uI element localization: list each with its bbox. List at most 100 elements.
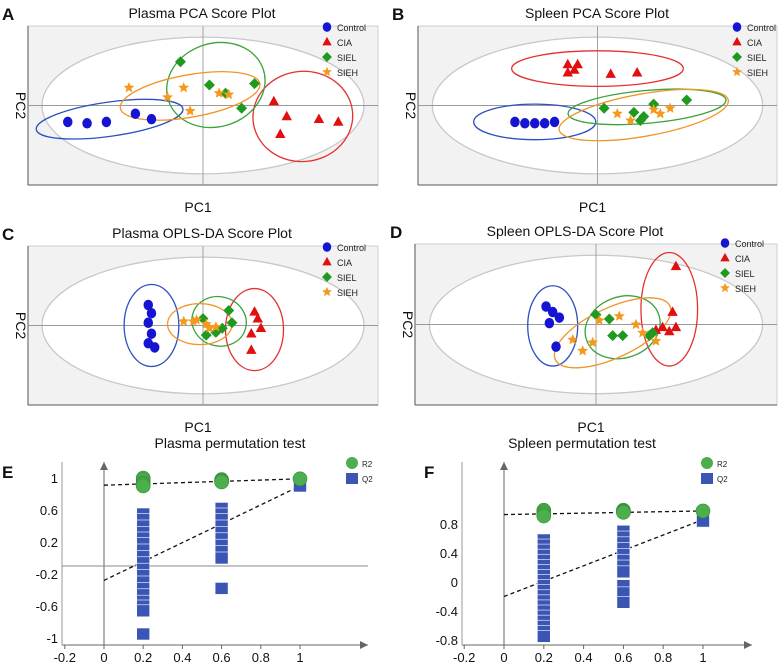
pE-xtick-label: 0.6 bbox=[213, 650, 231, 665]
pB-point-cia bbox=[605, 68, 616, 78]
pB-legend-marker-siel bbox=[732, 52, 742, 62]
pC-point-control bbox=[149, 342, 160, 353]
pA-point-cia bbox=[333, 116, 344, 126]
pE-legend-label-q2: Q2 bbox=[362, 475, 373, 484]
pE-title: Plasma permutation test bbox=[155, 435, 306, 451]
pC-ylabel: PC2 bbox=[13, 312, 29, 339]
pC-point-control bbox=[146, 307, 157, 319]
pF-ytick-label: 0 bbox=[451, 575, 458, 590]
pC-legend-marker-sieh bbox=[322, 286, 332, 297]
pD-xlabel: PC1 bbox=[577, 419, 604, 435]
pC-point-sieh bbox=[187, 315, 199, 326]
pC-panel-letter: C bbox=[2, 225, 14, 244]
pA-point-siel bbox=[174, 56, 186, 68]
pA-point-siel bbox=[203, 79, 215, 91]
pF-y-axis-arrow bbox=[500, 462, 508, 470]
pB-point-cia bbox=[562, 66, 573, 77]
pC-xlabel: PC1 bbox=[184, 419, 211, 435]
pE-xtick-label: 1 bbox=[296, 650, 303, 665]
pF-xtick-label: 0.4 bbox=[575, 650, 593, 665]
pB-legend-marker-cia bbox=[732, 36, 742, 46]
pB-cluster-ellipse-control bbox=[472, 103, 597, 141]
pC-cluster-ellipse-control bbox=[123, 283, 180, 368]
pF-legend-label-r2: R2 bbox=[717, 460, 728, 469]
pB-xlabel: PC1 bbox=[579, 199, 606, 215]
pA-point-siel bbox=[249, 78, 261, 90]
pD-point-cia bbox=[667, 306, 678, 316]
pC-cluster-ellipse-siel bbox=[191, 295, 247, 347]
pD-cluster-ellipse-cia bbox=[640, 251, 699, 367]
pE-q2-point bbox=[214, 551, 229, 565]
pA-legend-label-cia: CIA bbox=[337, 38, 352, 48]
pC-point-sieh bbox=[178, 315, 190, 326]
pD-point-sieh bbox=[613, 310, 625, 321]
pE-r2-point bbox=[135, 478, 151, 494]
pD-point-sieh bbox=[577, 345, 589, 356]
pD-point-cia bbox=[670, 321, 682, 332]
pE-xtick-label: 0.4 bbox=[173, 650, 191, 665]
pD-point-control bbox=[541, 301, 551, 312]
pC-legend-label-siel: SIEL bbox=[337, 273, 357, 283]
pA-cluster-ellipse-cia bbox=[252, 70, 354, 163]
pF-xtick-label: 0.2 bbox=[535, 650, 553, 665]
pE-ytick-label: -0.2 bbox=[36, 567, 58, 582]
pA-legend-marker-control bbox=[322, 22, 332, 32]
pD-ylabel: PC2 bbox=[400, 311, 416, 338]
pC-legend-marker-siel bbox=[322, 272, 332, 282]
pF-r2-point bbox=[536, 508, 552, 524]
pB-title: Spleen PCA Score Plot bbox=[525, 5, 669, 21]
pC-point-cia bbox=[255, 322, 267, 333]
pE-q2-point bbox=[214, 582, 229, 595]
pD-point-sieh bbox=[593, 314, 605, 325]
pD-legend-label-siel: SIEL bbox=[735, 269, 755, 279]
pD-point-cia bbox=[657, 321, 668, 332]
pD-point-siel bbox=[617, 330, 629, 342]
pB-point-sieh bbox=[611, 108, 623, 119]
pA-point-control bbox=[130, 108, 141, 119]
pE-xtick-label: 0 bbox=[100, 650, 107, 665]
pA-point-control bbox=[146, 113, 157, 125]
pD-point-sieh bbox=[650, 335, 662, 346]
pA-ylabel: PC2 bbox=[13, 92, 29, 119]
pF-xtick-label: -0.2 bbox=[453, 650, 475, 665]
pB-cluster-ellipse-sieh bbox=[558, 88, 730, 142]
pF-q2-point bbox=[536, 630, 551, 643]
pA-point-sieh bbox=[178, 82, 190, 93]
pA-point-control bbox=[82, 118, 92, 129]
pE-ytick-label: -0.6 bbox=[36, 599, 58, 614]
pD-cluster-ellipse-sieh bbox=[553, 297, 672, 369]
pA-point-cia bbox=[268, 95, 280, 106]
pB-panel-letter: B bbox=[392, 5, 404, 24]
pB-point-sieh bbox=[648, 103, 660, 115]
pE-ytick-label: 0.6 bbox=[40, 503, 58, 518]
pB-legend-label-control: Control bbox=[747, 23, 776, 33]
pB-point-siel bbox=[628, 106, 640, 118]
pB-cluster-ellipse-cia bbox=[510, 50, 685, 88]
pD-point-sieh bbox=[637, 327, 649, 338]
pA-point-sieh bbox=[213, 87, 225, 98]
pD-point-siel bbox=[643, 330, 655, 342]
pB-legend-label-siel: SIEL bbox=[747, 53, 767, 63]
pF-legend-marker-q2 bbox=[701, 473, 713, 484]
pB-point-siel bbox=[634, 115, 646, 127]
pB-legend-marker-control bbox=[732, 22, 742, 32]
pC-legend-label-cia: CIA bbox=[337, 258, 352, 268]
pF-xtick-label: 0 bbox=[500, 650, 507, 665]
pF-r2-point bbox=[695, 503, 711, 519]
pF-q2-regression-line bbox=[503, 519, 704, 598]
pB-point-control bbox=[539, 118, 550, 129]
pF-ytick-label: -0.4 bbox=[436, 604, 458, 619]
pE-xtick-label: -0.2 bbox=[54, 650, 76, 665]
pC-point-cia bbox=[246, 328, 257, 338]
pD-point-siel bbox=[607, 330, 619, 342]
pD-legend-marker-sieh bbox=[720, 282, 730, 293]
pF-ytick-label: 0.4 bbox=[440, 546, 458, 561]
pF-ytick-label: 0.8 bbox=[440, 517, 458, 532]
pA-legend-marker-cia bbox=[322, 36, 332, 46]
pE-legend-label-r2: R2 bbox=[362, 460, 373, 469]
pB-point-cia bbox=[631, 66, 643, 77]
pF-q2-point bbox=[616, 565, 631, 579]
pB-ylabel: PC2 bbox=[403, 92, 419, 119]
pA-point-cia bbox=[281, 110, 292, 121]
